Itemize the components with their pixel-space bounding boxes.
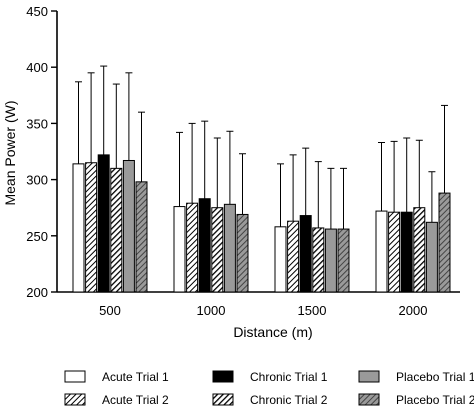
legend-item: Acute Trial 1 bbox=[64, 370, 169, 384]
error-bar bbox=[277, 163, 284, 227]
bar-chronic-trial-1-1500 bbox=[299, 215, 312, 293]
legend-swatch bbox=[212, 370, 234, 383]
legend-item: Placebo Trial 2 bbox=[358, 393, 474, 407]
error-bar bbox=[125, 72, 133, 161]
legend-item: Placebo Trial 1 bbox=[358, 370, 474, 384]
error-bar bbox=[176, 131, 183, 207]
bar-chronic-trial-1-500 bbox=[97, 154, 110, 293]
x-tick-label: 500 bbox=[99, 303, 121, 318]
legend-swatch bbox=[64, 370, 86, 383]
error-bar bbox=[213, 137, 221, 208]
error-bar bbox=[201, 120, 209, 199]
y-tick-label: 200 bbox=[26, 285, 48, 300]
legend-label: Placebo Trial 2 bbox=[396, 393, 474, 407]
bar-chronic-trial-2-2000 bbox=[413, 207, 426, 293]
error-bar bbox=[378, 142, 385, 212]
legend-swatch bbox=[212, 393, 234, 406]
error-bar bbox=[100, 65, 108, 155]
bar-acute-trial-1-1000 bbox=[173, 206, 186, 293]
error-bar bbox=[239, 153, 246, 215]
error-bar bbox=[403, 137, 411, 213]
bar-placebo-trial-2-2000 bbox=[438, 192, 451, 293]
error-bars bbox=[75, 65, 448, 230]
x-tick-label: 1000 bbox=[197, 303, 226, 318]
bar-placebo-trial-2-1500 bbox=[337, 228, 350, 293]
legend-swatch bbox=[64, 393, 86, 406]
legend-label: Chronic Trial 1 bbox=[250, 370, 328, 384]
error-bar bbox=[327, 167, 335, 230]
error-bar bbox=[188, 122, 196, 204]
bar-placebo-trial-1-500 bbox=[122, 159, 135, 293]
bar-placebo-trial-1-1500 bbox=[324, 228, 337, 293]
error-bar bbox=[390, 140, 398, 213]
error-bar bbox=[226, 130, 234, 205]
legend-label: Acute Trial 1 bbox=[102, 370, 169, 384]
bar-acute-trial-2-1000 bbox=[186, 202, 199, 293]
y-tick-label: 350 bbox=[26, 116, 48, 131]
error-bar bbox=[87, 72, 95, 163]
x-axis-label: Distance (m) bbox=[233, 324, 312, 340]
legend-item: Chronic Trial 2 bbox=[212, 393, 328, 407]
bar-acute-trial-1-1500 bbox=[274, 226, 287, 293]
legend-label: Chronic Trial 2 bbox=[250, 393, 328, 407]
y-axis-label: Mean Power (W) bbox=[2, 100, 18, 205]
bar-chronic-trial-1-2000 bbox=[400, 211, 413, 293]
bar-chronic-trial-2-500 bbox=[110, 167, 123, 293]
bar-placebo-trial-1-1000 bbox=[223, 203, 236, 293]
bar-acute-trial-2-1500 bbox=[287, 220, 300, 293]
error-bar bbox=[75, 81, 82, 164]
y-tick-label: 300 bbox=[26, 173, 48, 188]
bar-placebo-trial-2-500 bbox=[135, 181, 148, 293]
error-bar bbox=[415, 139, 423, 208]
error-bar bbox=[340, 167, 347, 230]
bar-acute-trial-1-500 bbox=[72, 163, 85, 293]
error-bar bbox=[112, 83, 120, 169]
bar-acute-trial-1-2000 bbox=[375, 210, 388, 293]
error-bar bbox=[314, 161, 322, 228]
legend-item: Acute Trial 2 bbox=[64, 393, 169, 407]
legend-label: Placebo Trial 1 bbox=[396, 370, 474, 384]
bar-acute-trial-2-500 bbox=[85, 162, 98, 293]
x-tick-label: 2000 bbox=[399, 303, 428, 318]
legend: Acute Trial 1 Chronic Trial 1 Placebo Tria… bbox=[64, 370, 474, 407]
x-tick-label: 1500 bbox=[298, 303, 327, 318]
bar-chronic-trial-2-1500 bbox=[312, 227, 325, 293]
error-bar bbox=[428, 171, 436, 223]
bar-placebo-trial-1-2000 bbox=[425, 221, 438, 293]
bar-chronic-trial-2-1000 bbox=[211, 207, 224, 293]
legend-item: Chronic Trial 1 bbox=[212, 370, 328, 384]
error-bar bbox=[441, 104, 448, 194]
error-bar bbox=[302, 147, 310, 216]
bar-acute-trial-2-2000 bbox=[388, 211, 401, 293]
bars: 500 1000 1500 2000 bbox=[72, 154, 451, 318]
bar-placebo-trial-2-1000 bbox=[236, 213, 249, 293]
legend-swatch bbox=[358, 393, 380, 406]
y-tick-label: 400 bbox=[26, 60, 48, 75]
y-tick-label: 250 bbox=[26, 229, 48, 244]
y-tick-label: 450 bbox=[26, 4, 48, 19]
bar-chronic-trial-1-1000 bbox=[198, 198, 211, 293]
legend-label: Acute Trial 2 bbox=[102, 393, 169, 407]
error-bar bbox=[289, 154, 297, 222]
error-bar bbox=[138, 111, 145, 182]
legend-swatch bbox=[358, 370, 380, 383]
